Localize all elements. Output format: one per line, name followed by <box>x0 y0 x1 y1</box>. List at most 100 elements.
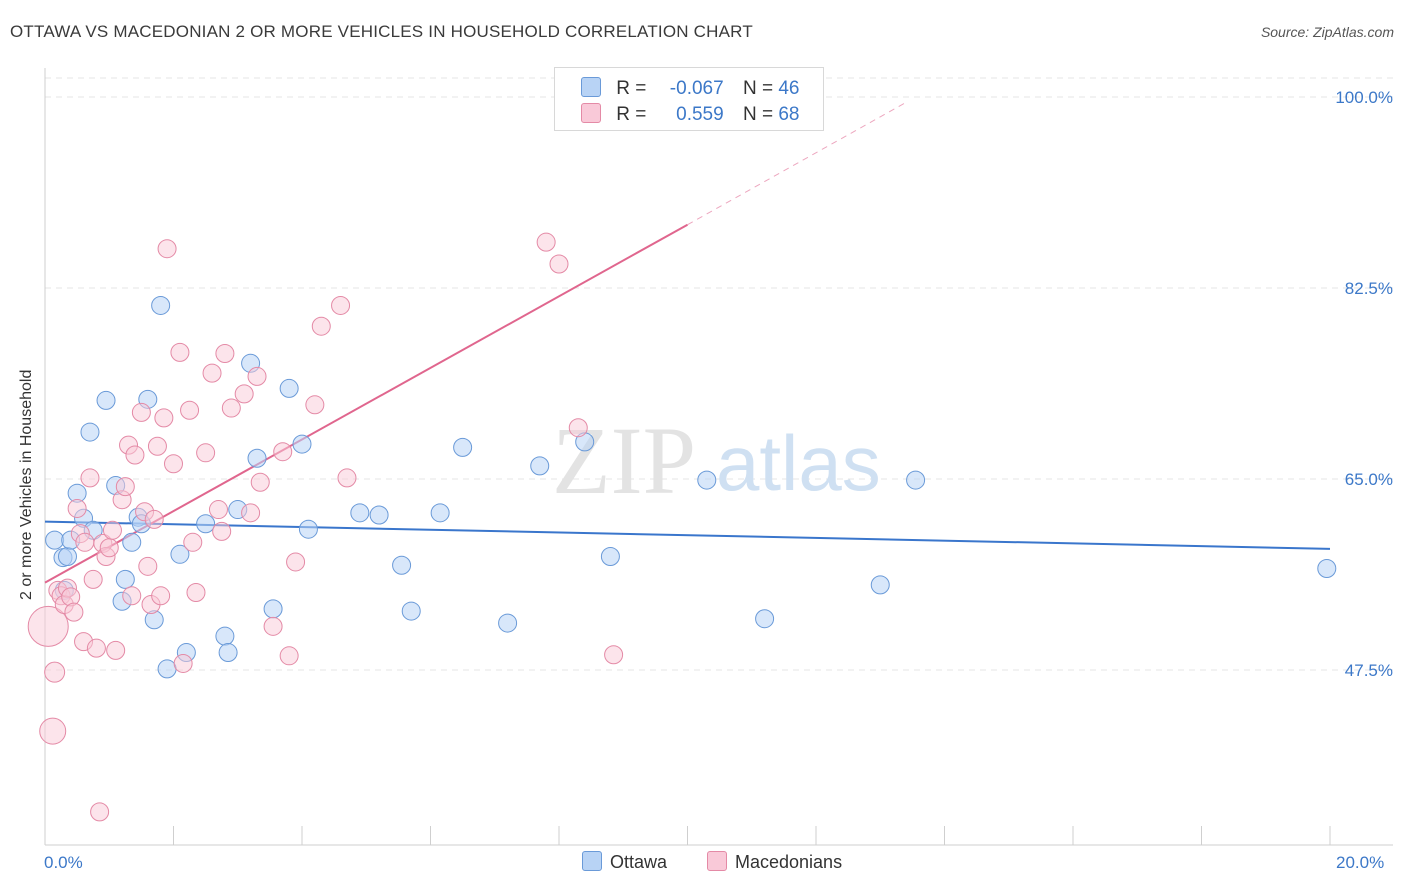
legend-item-ottawa: Ottawa <box>582 851 667 873</box>
point-macedonians <box>173 653 193 673</box>
point-ottawa <box>80 422 100 442</box>
y-tick-label: 82.5% <box>1345 279 1393 298</box>
y-tick-label: 100.0% <box>1335 88 1393 107</box>
point-ottawa <box>196 514 216 534</box>
y-tick-label: 65.0% <box>1345 470 1393 489</box>
point-macedonians <box>27 605 69 647</box>
point-macedonians <box>202 363 222 383</box>
point-macedonians <box>75 532 95 552</box>
point-ottawa <box>115 569 135 589</box>
point-ottawa <box>218 643 238 663</box>
point-macedonians <box>67 498 87 518</box>
point-macedonians <box>305 395 325 415</box>
point-macedonians <box>247 366 267 386</box>
point-macedonians <box>44 661 66 683</box>
point-macedonians <box>122 586 142 606</box>
point-macedonians <box>331 295 351 315</box>
y-axis-label: 2 or more Vehicles in Household <box>18 369 35 600</box>
source-label: Source: ZipAtlas.com <box>1260 24 1394 40</box>
point-macedonians <box>286 552 306 572</box>
point-macedonians <box>311 316 331 336</box>
point-ottawa <box>122 532 142 552</box>
legend-label-macedonians: Macedonians <box>735 852 843 872</box>
point-macedonians <box>212 521 232 541</box>
point-ottawa <box>151 295 171 315</box>
point-ottawa <box>96 390 116 410</box>
point-macedonians <box>154 408 174 428</box>
legend-n-label: N = <box>742 104 774 125</box>
data-points <box>27 232 1337 822</box>
legend-item-macedonians: Macedonians <box>707 851 842 873</box>
point-macedonians <box>147 436 167 456</box>
chart-title: OTTAWA VS MACEDONIAN 2 OR MORE VEHICLES … <box>10 22 753 41</box>
point-ottawa <box>453 437 473 457</box>
point-ottawa <box>298 519 318 539</box>
point-macedonians <box>186 583 206 603</box>
point-ottawa <box>292 434 312 454</box>
legend-label-ottawa: Ottawa <box>610 852 668 872</box>
point-macedonians <box>250 472 270 492</box>
point-ottawa <box>247 448 267 468</box>
point-macedonians <box>144 509 164 529</box>
point-ottawa <box>498 613 518 633</box>
legend-swatch-macedonians <box>581 103 601 123</box>
legend-swatch-ottawa <box>581 77 601 97</box>
point-macedonians <box>241 503 261 523</box>
point-ottawa <box>870 575 890 595</box>
point-macedonians <box>164 454 183 474</box>
point-ottawa <box>401 601 421 621</box>
point-ottawa <box>755 609 775 629</box>
point-macedonians <box>183 532 203 552</box>
point-macedonians <box>106 640 126 660</box>
point-macedonians <box>157 239 177 259</box>
point-macedonians <box>151 586 171 606</box>
legend-r-value: 0.559 <box>676 104 724 125</box>
x-tick-label-max: 20.0% <box>1336 853 1385 872</box>
point-macedonians <box>170 342 190 362</box>
point-macedonians <box>131 402 151 422</box>
legend-swatch-macedonians <box>707 851 727 871</box>
point-macedonians <box>102 520 122 540</box>
point-macedonians <box>536 232 556 252</box>
point-macedonians <box>234 384 254 404</box>
point-ottawa <box>697 470 717 490</box>
x-tick-label-min: 0.0% <box>44 853 83 872</box>
point-ottawa <box>392 555 412 575</box>
legend-r-label: R = <box>616 78 647 99</box>
trend-line-ottawa <box>44 520 1331 550</box>
point-macedonians <box>221 398 241 418</box>
point-ottawa <box>45 530 65 550</box>
point-macedonians <box>90 802 110 822</box>
legend-n-label: N = <box>742 78 774 99</box>
legend-n-value: 46 <box>778 78 800 99</box>
point-macedonians <box>99 538 119 558</box>
legend-r-value: -0.067 <box>669 78 724 99</box>
legend-row-ottawa: R = -0.067 N = 46 <box>581 77 799 101</box>
correlation-legend: R = -0.067 N = 46 R = 0.559 N = 68 <box>554 67 824 131</box>
point-macedonians <box>125 445 145 465</box>
point-macedonians <box>64 602 84 622</box>
point-macedonians <box>337 468 357 488</box>
point-ottawa <box>530 456 550 476</box>
point-macedonians <box>115 477 135 497</box>
point-macedonians <box>263 616 283 636</box>
point-macedonians <box>196 443 216 463</box>
point-macedonians <box>215 343 235 363</box>
legend-row-macedonians: R = 0.559 N = 68 <box>581 103 799 127</box>
point-ottawa <box>1317 558 1337 578</box>
point-macedonians <box>208 500 228 520</box>
legend-swatch-ottawa <box>582 851 602 871</box>
point-macedonians <box>180 400 200 420</box>
y-tick-labels: 100.0% 82.5% 65.0% 47.5% <box>1335 88 1393 680</box>
point-macedonians <box>83 569 103 589</box>
point-macedonians <box>279 646 299 666</box>
watermark-atlas: atlas <box>716 419 881 507</box>
axes <box>44 68 1393 846</box>
legend-r-label: R = <box>616 104 647 125</box>
point-macedonians <box>273 442 293 462</box>
point-ottawa <box>906 470 926 490</box>
watermark: ZIP atlas <box>552 407 881 514</box>
point-ottawa <box>57 546 77 566</box>
point-ottawa <box>263 599 283 619</box>
